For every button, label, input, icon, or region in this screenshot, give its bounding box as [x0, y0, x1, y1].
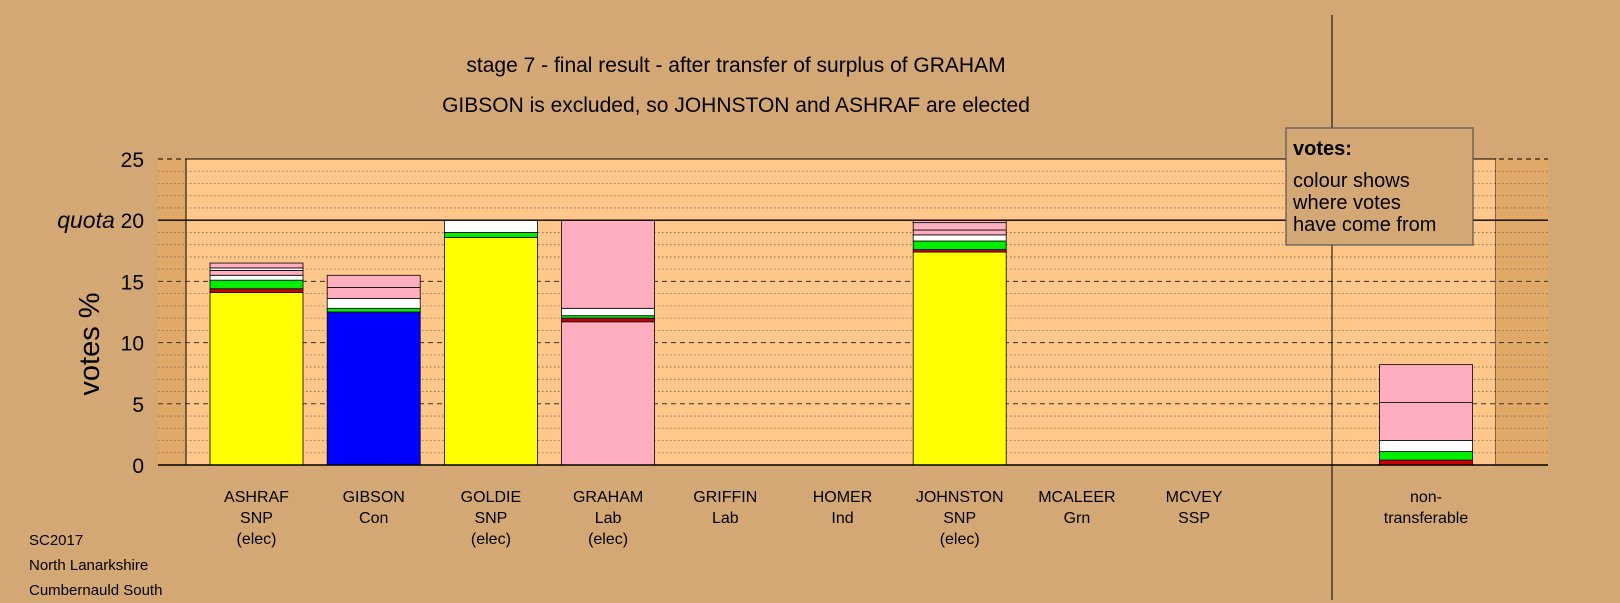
legend-line: where votes: [1292, 192, 1401, 214]
plot-margin-left: [158, 159, 186, 465]
x-label-mcvey-party: SSP: [1178, 510, 1210, 527]
x-label-goldie-name: GOLDIE: [461, 489, 521, 506]
x-label-graham-party: Lab: [595, 510, 622, 527]
chart-title: stage 7 - final result - after transfer …: [466, 54, 1005, 77]
bar-johnston-segment-lab: [912, 222, 1007, 231]
bar-goldie-segment-snp: [443, 236, 538, 466]
bar-non-transferable-segment-grn: [1379, 451, 1473, 461]
chart-subtitle: GIBSON is excluded, so JOHNSTON and ASHR…: [442, 94, 1030, 117]
bar-graham-segment-lab: [561, 219, 655, 309]
x-label-johnston-party: SNP: [943, 510, 976, 527]
footer-election: SC2017: [29, 532, 84, 549]
x-label-goldie-party: SNP: [474, 510, 507, 527]
legend-box: [1285, 127, 1474, 246]
bar-gibson-segment-grn: [326, 307, 421, 313]
x-label-graham-status: (elec): [588, 531, 628, 548]
x-label-non-transferable-2: transferable: [1384, 510, 1469, 527]
x-label-non-transferable-1: non-: [1410, 489, 1442, 506]
bar-ashraf-segment-ssp: [209, 288, 304, 293]
bar-graham-segment-lab: [561, 321, 655, 466]
quota-label: quota: [57, 207, 115, 233]
x-label-gibson-party: Con: [359, 510, 388, 527]
x-label-mcaleer-name: MCALEER: [1038, 489, 1115, 506]
bar-johnston-segment-ind: [912, 234, 1007, 242]
y-axis-title: votes %: [74, 292, 106, 395]
x-label-homer-party: Ind: [831, 510, 853, 527]
x-label-ashraf-party: SNP: [240, 510, 273, 527]
bar-gibson-segment-con: [326, 311, 421, 466]
bar-graham-segment-ind: [561, 307, 655, 317]
y-tick-label: 10: [121, 333, 144, 356]
bar-ashraf-segment-snp: [209, 292, 304, 466]
y-tick-label: 25: [121, 149, 144, 172]
bar-goldie-segment-ind: [443, 219, 538, 233]
x-label-mcvey-name: MCVEY: [1166, 489, 1223, 506]
x-label-ashraf-name: ASHRAF: [224, 489, 289, 506]
bar-ashraf-segment-lab: [209, 269, 304, 276]
bar-gibson-segment-lab: [326, 287, 421, 299]
bar-ashraf-segment-ind: [209, 274, 304, 281]
bar-ashraf-segment-lab: [209, 262, 304, 269]
bar-non-transferable-segment-lab: [1379, 402, 1473, 441]
bar-gibson-segment-lab: [326, 274, 421, 288]
footer-ward: Cumbernauld South: [29, 582, 163, 599]
legend-line: colour shows: [1293, 170, 1410, 192]
bar-gibson-segment-ind: [326, 298, 421, 309]
x-label-goldie-status: (elec): [471, 531, 511, 548]
bar-goldie-segment-grn: [443, 232, 538, 238]
bar-johnston-segment-lab: [912, 229, 1007, 236]
y-tick-label: 0: [132, 455, 144, 478]
x-label-graham-name: GRAHAM: [573, 489, 643, 506]
legend-title: votes:: [1293, 138, 1352, 160]
bar-johnston-segment-grn: [912, 240, 1007, 250]
y-tick-label: 20: [121, 210, 144, 233]
legend-line: have come from: [1293, 214, 1436, 236]
x-label-johnston-status: (elec): [940, 531, 980, 548]
footer-info: SC2017 North Lanarkshire Cumbernauld Sou…: [29, 528, 162, 603]
y-tick-label: 5: [132, 394, 144, 417]
footer-council: North Lanarkshire: [29, 557, 149, 574]
x-label-homer-name: HOMER: [813, 489, 873, 506]
x-label-gibson-name: GIBSON: [343, 489, 405, 506]
x-label-johnston-name: JOHNSTON: [916, 489, 1004, 506]
bar-non-transferable-segment-lab: [1379, 364, 1473, 403]
x-label-griffin-name: GRIFFIN: [693, 489, 757, 506]
bar-johnston-segment-snp: [912, 251, 1007, 466]
x-label-mcaleer-party: Grn: [1064, 510, 1091, 527]
x-label-griffin-party: Lab: [712, 510, 739, 527]
bar-non-transferable-segment-ind: [1379, 440, 1473, 452]
bar-ashraf-segment-grn: [209, 279, 304, 290]
x-label-ashraf-status: (elec): [236, 531, 276, 548]
y-tick-label: 15: [121, 271, 144, 294]
bar-graham-segment-ssp: [561, 317, 655, 323]
plot-margin-right: [1496, 159, 1548, 465]
